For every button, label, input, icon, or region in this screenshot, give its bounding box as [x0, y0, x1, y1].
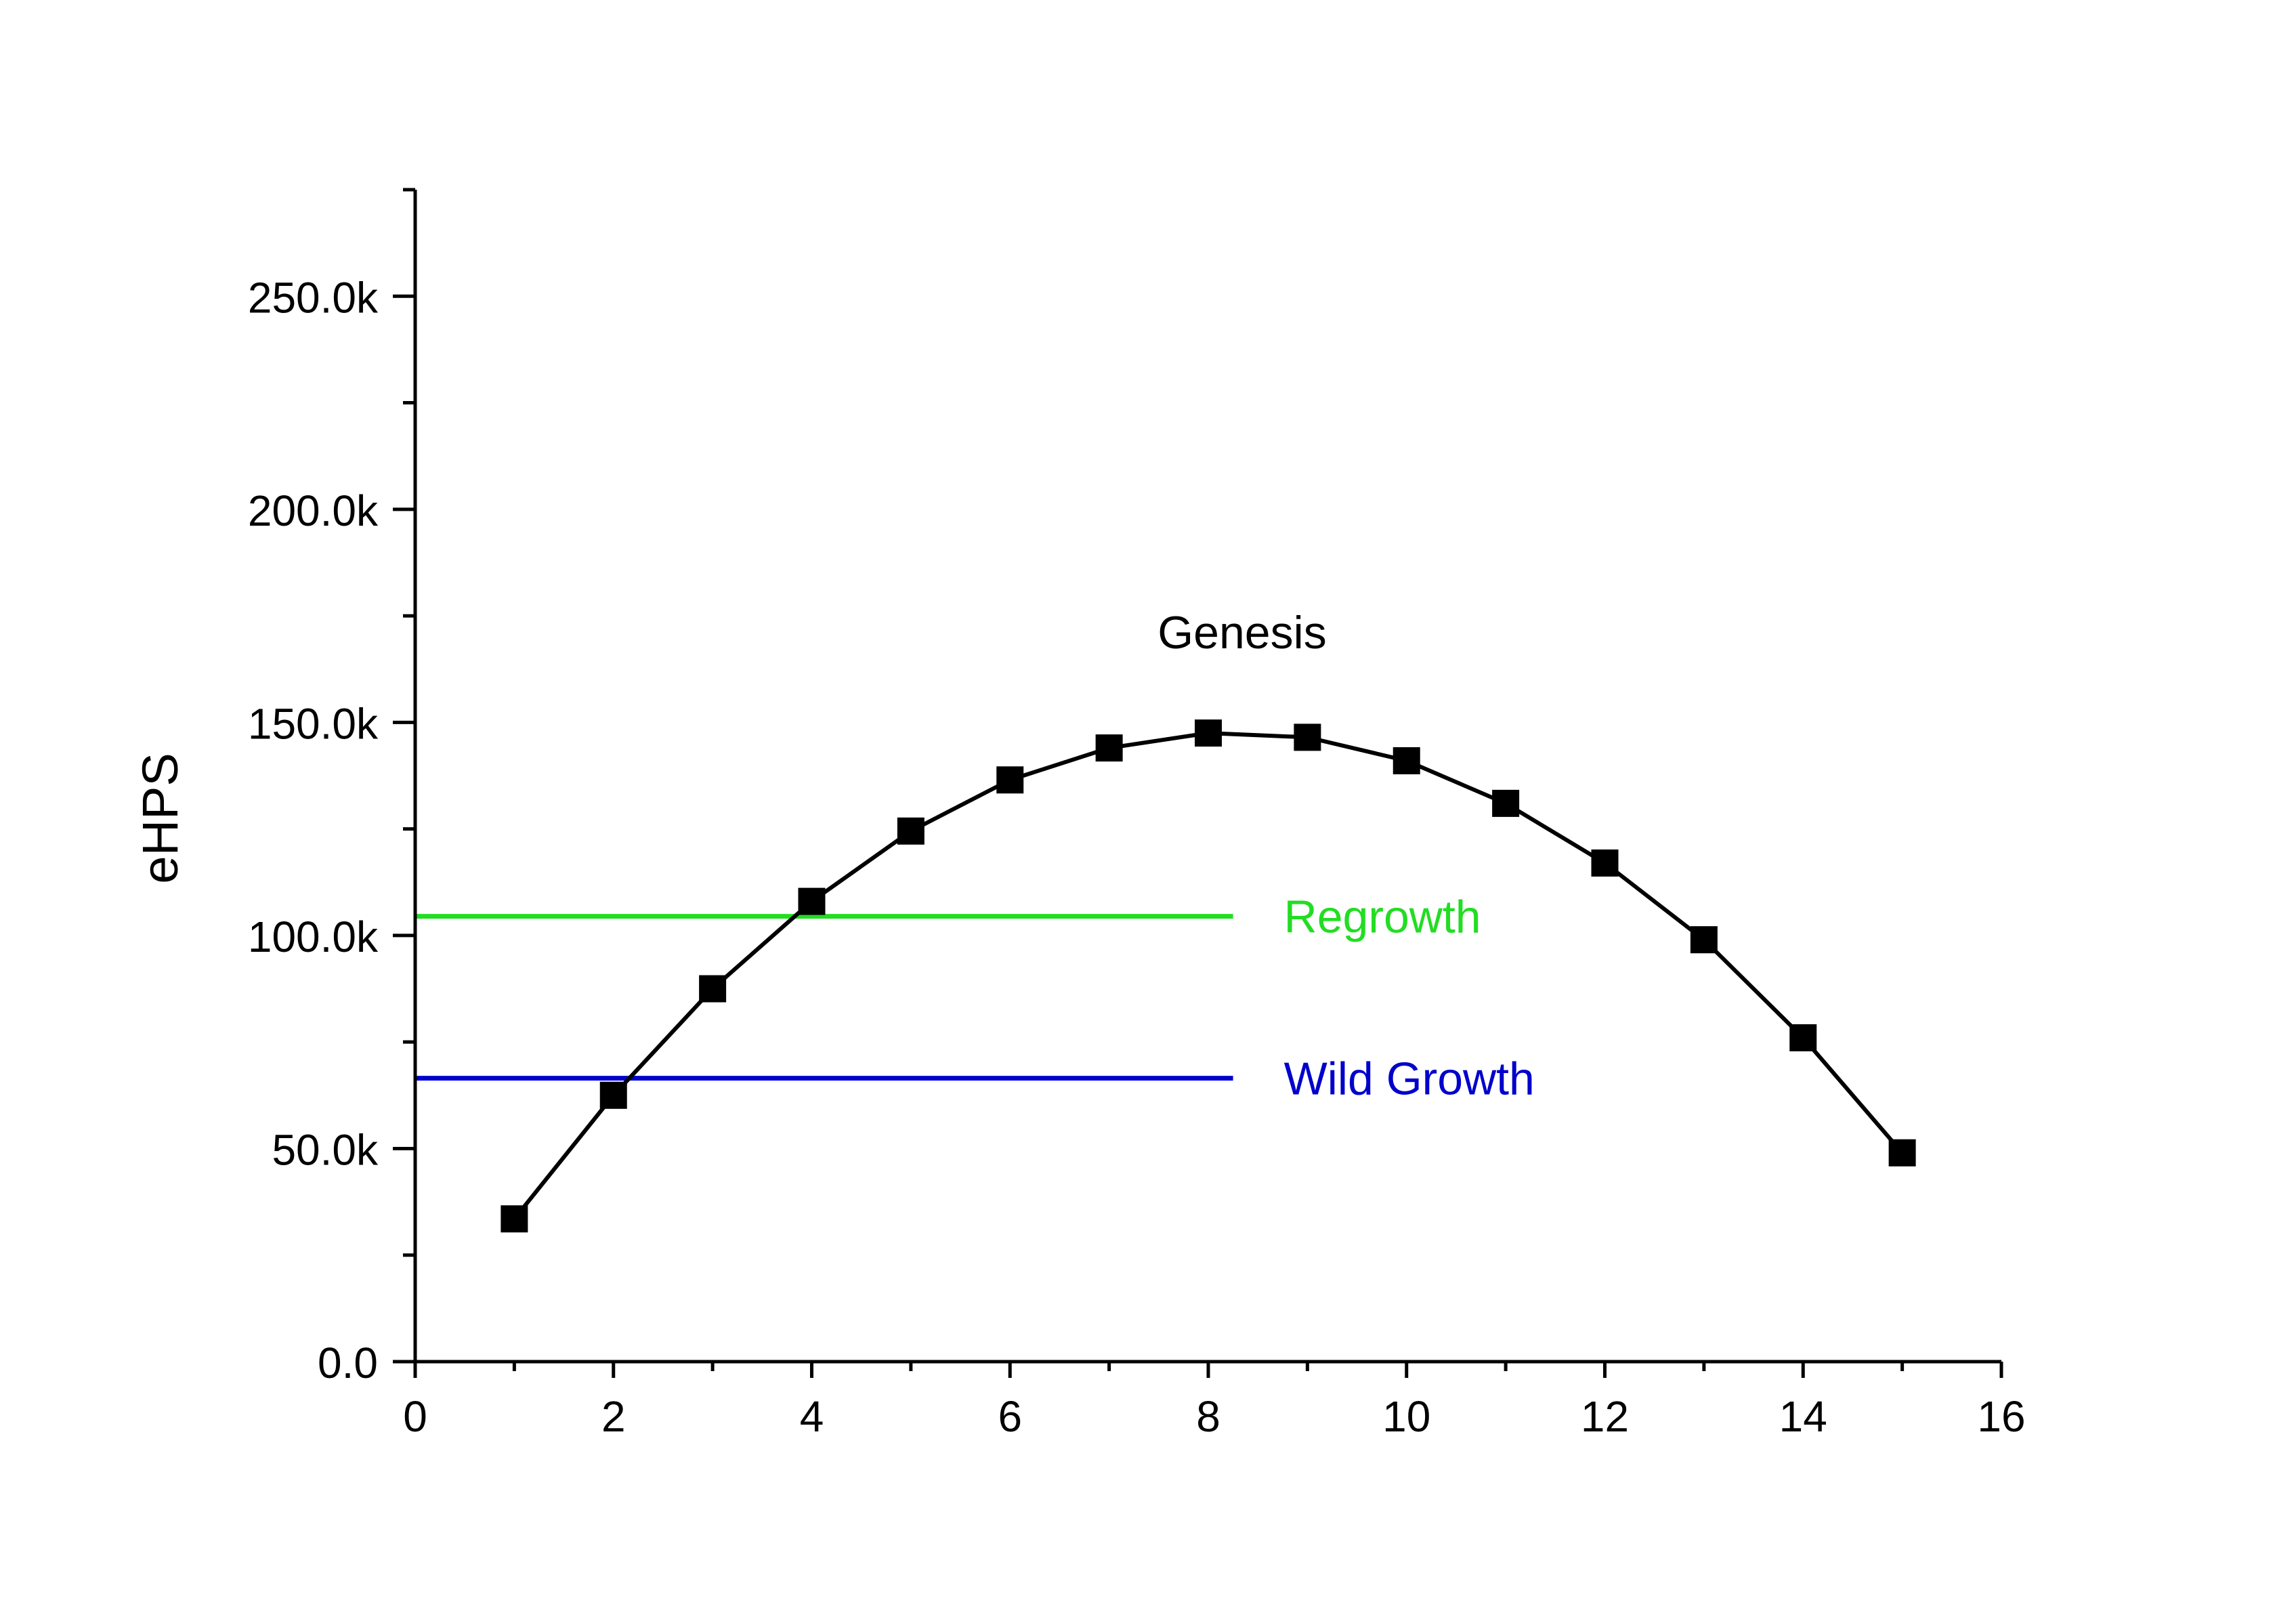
reference-line-label: Regrowth [1284, 892, 1481, 943]
data-point [699, 975, 727, 1003]
data-point [1690, 926, 1718, 954]
data-point [1095, 734, 1123, 762]
data-point [1492, 789, 1520, 817]
y-tick-label: 200.0k [248, 486, 379, 535]
series-label: Genesis [1157, 607, 1326, 658]
data-point [1591, 849, 1619, 877]
x-tick-label: 8 [1196, 1392, 1220, 1441]
data-point [599, 1081, 627, 1109]
reference-lines: Regrowth Wild Growth [415, 892, 1535, 1105]
x-tick-label: 6 [998, 1392, 1022, 1441]
ticks: 0 2 4 6 8 10 12 14 16 0.0 50.0k 100.0k 150.0k 200.0k 2… [248, 188, 2026, 1441]
data-point [1294, 723, 1321, 751]
x-tick-label: 0 [403, 1392, 427, 1441]
y-axis-title: eHPS [132, 753, 188, 883]
y-tick-label: 150.0k [248, 699, 379, 748]
data-point [1195, 719, 1222, 747]
x-tick-label: 10 [1382, 1392, 1430, 1441]
y-tick-label: 50.0k [272, 1125, 379, 1174]
data-point [798, 887, 826, 915]
data-point [501, 1205, 528, 1233]
y-tick-label: 250.0k [248, 273, 379, 322]
y-tick-label: 0.0 [318, 1339, 378, 1387]
series: Genesis [501, 607, 1916, 1233]
x-tick-label: 4 [800, 1392, 824, 1441]
x-tick-label: 16 [1977, 1392, 2025, 1441]
data-point [1789, 1024, 1817, 1051]
data-point [897, 817, 924, 845]
labels: eHPS [132, 753, 188, 883]
x-tick-label: 12 [1581, 1392, 1629, 1441]
reference-line-label: Wild Growth [1284, 1053, 1535, 1105]
data-point [1888, 1139, 1916, 1167]
x-tick-label: 14 [1779, 1392, 1827, 1441]
x-tick-label: 2 [601, 1392, 626, 1441]
y-tick-label: 100.0k [248, 913, 379, 961]
data-point [1393, 747, 1420, 774]
data-point [996, 766, 1024, 794]
